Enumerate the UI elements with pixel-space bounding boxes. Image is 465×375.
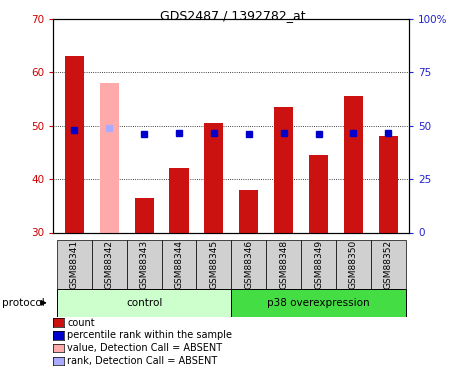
Bar	[232, 240, 266, 289]
Text: value, Detection Call = ABSENT: value, Detection Call = ABSENT	[67, 344, 223, 353]
Bar	[92, 240, 126, 289]
Text: GSM88341: GSM88341	[70, 240, 79, 289]
Bar	[239, 190, 259, 232]
Text: GSM88346: GSM88346	[244, 240, 253, 289]
Text: rank, Detection Call = ABSENT: rank, Detection Call = ABSENT	[67, 356, 218, 366]
Bar	[100, 83, 119, 232]
Bar	[379, 136, 398, 232]
Bar	[65, 56, 84, 232]
Bar	[274, 107, 293, 232]
Text: percentile rank within the sample: percentile rank within the sample	[67, 330, 232, 340]
Text: GSM88345: GSM88345	[209, 240, 219, 289]
Text: GSM88349: GSM88349	[314, 240, 323, 289]
Bar	[196, 240, 232, 289]
Text: control: control	[126, 298, 162, 308]
Bar	[169, 168, 189, 232]
Bar	[371, 240, 405, 289]
Text: GDS2487 / 1392782_at: GDS2487 / 1392782_at	[159, 9, 306, 22]
Bar	[134, 198, 154, 232]
Text: GSM88342: GSM88342	[105, 240, 114, 289]
Text: protocol: protocol	[2, 298, 45, 308]
Bar	[301, 240, 336, 289]
Bar	[57, 240, 92, 289]
Bar	[344, 96, 363, 232]
Bar	[126, 240, 162, 289]
Text: GSM88348: GSM88348	[279, 240, 288, 289]
Bar	[336, 240, 371, 289]
Text: count: count	[67, 318, 95, 327]
Text: GSM88344: GSM88344	[174, 240, 184, 289]
Bar	[162, 240, 196, 289]
Text: p38 overexpression: p38 overexpression	[267, 298, 370, 308]
Text: GSM88350: GSM88350	[349, 240, 358, 289]
Bar	[204, 123, 224, 232]
Bar	[57, 289, 232, 317]
Text: GSM88352: GSM88352	[384, 240, 393, 289]
Text: GSM88343: GSM88343	[140, 240, 149, 289]
Bar	[232, 289, 405, 317]
Bar	[309, 155, 328, 232]
Bar	[266, 240, 301, 289]
